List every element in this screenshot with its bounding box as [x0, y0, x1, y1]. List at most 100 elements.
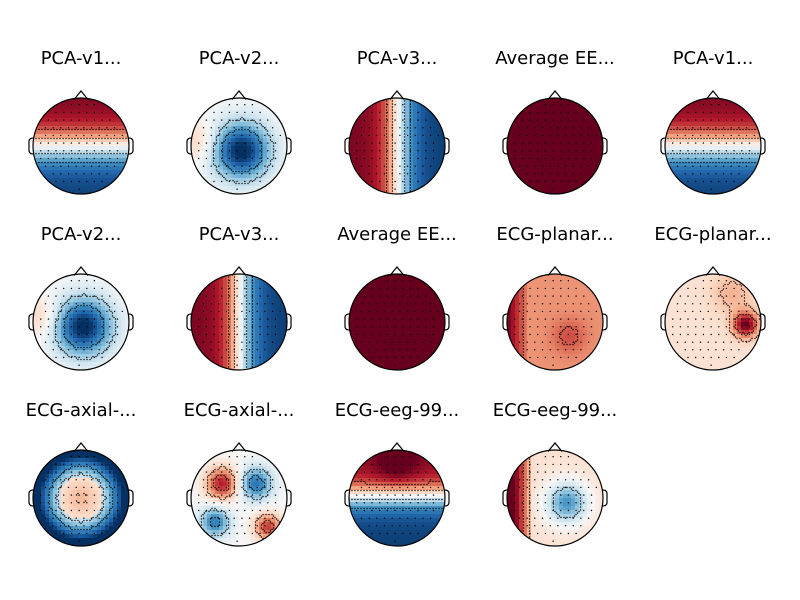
nose-outline: [705, 266, 721, 276]
topomap-title: PCA-v2...: [40, 224, 122, 245]
topomap-title: ECG-axial-...: [183, 400, 295, 421]
topomap-panel: PCA-v2...: [2, 224, 160, 394]
topomap-panel: PCA-v1...: [634, 48, 792, 218]
sensor-markers: [40, 280, 124, 366]
nose-outline: [73, 266, 89, 276]
sensor-markers: [514, 456, 597, 542]
nose-outline: [389, 266, 405, 276]
topomap-panel: PCA-v3...: [318, 48, 476, 218]
right-ear-outline: [128, 489, 134, 507]
head-outline: [502, 442, 608, 547]
sensor-markers: [356, 280, 439, 366]
topomap-head: [502, 266, 608, 371]
left-ear-outline: [344, 313, 350, 331]
topomap-contours: [33, 128, 127, 164]
topomap-panel: Average EE...: [476, 48, 634, 218]
right-ear-outline: [602, 137, 608, 155]
sensor-markers: [514, 104, 597, 190]
left-ear-outline: [28, 137, 34, 155]
topomap-contours: [227, 274, 254, 368]
topomap-panel: ECG-eeg-99...: [318, 400, 476, 570]
topomap-title: PCA-v3...: [198, 224, 280, 245]
left-ear-outline: [502, 489, 508, 507]
topomap-title: PCA-v1...: [40, 48, 122, 69]
right-ear-outline: [128, 137, 134, 155]
sensor-markers: [672, 104, 755, 190]
right-ear-outline: [444, 489, 450, 507]
topomap-contours: [212, 116, 275, 185]
topomap-panel: ECG-planar...: [634, 224, 792, 394]
topomap-title: Average EE...: [495, 48, 615, 69]
topomap-head: [186, 442, 292, 547]
topomap-panel: ECG-axial-...: [160, 400, 318, 570]
topomap-panel: PCA-v3...: [160, 224, 318, 394]
head-outline: [660, 90, 766, 195]
nose-outline: [389, 90, 405, 100]
topomap-contours: [48, 465, 114, 531]
topomap-head: [502, 90, 608, 195]
topomap-panel: ECG-eeg-99...: [476, 400, 634, 570]
topomap-panel: ECG-axial-...: [2, 400, 160, 570]
head-outline: [28, 442, 134, 547]
head-outline: [502, 266, 608, 371]
head-outline: [186, 442, 292, 547]
nose-outline: [231, 90, 247, 100]
topomap-head: [28, 90, 134, 195]
head-outline: [186, 90, 292, 195]
right-ear-outline: [128, 313, 134, 331]
right-ear-outline: [602, 313, 608, 331]
left-ear-outline: [660, 313, 666, 331]
right-ear-outline: [760, 313, 766, 331]
nose-outline: [705, 90, 721, 100]
head-outline: [344, 266, 450, 371]
topomap-panel: PCA-v1...: [2, 48, 160, 218]
topomap-head: [28, 442, 134, 547]
topomap-head: [344, 266, 450, 371]
topomap-head: [186, 266, 292, 371]
topomap-contours: [719, 280, 761, 343]
nose-outline: [231, 442, 247, 452]
sensor-markers: [672, 280, 755, 366]
sensor-markers: [40, 104, 124, 190]
topomap-head: [344, 90, 450, 195]
topomap-title: ECG-axial-...: [25, 400, 137, 421]
topomap-title: ECG-eeg-99...: [492, 400, 618, 421]
nose-outline: [231, 266, 247, 276]
topomap-title: PCA-v3...: [356, 48, 438, 69]
nose-outline: [547, 266, 563, 276]
sensor-markers: [198, 104, 281, 190]
nose-outline: [547, 90, 563, 100]
topomap-head: [344, 442, 450, 547]
sensor-markers: [198, 280, 281, 366]
head-outline: [502, 90, 608, 195]
topomap-title: PCA-v2...: [198, 48, 280, 69]
head-outline: [344, 442, 450, 547]
topomap-head: [660, 266, 766, 371]
left-ear-outline: [502, 137, 508, 155]
topomap-title: Average EE...: [337, 224, 457, 245]
topomap-contours: [665, 128, 759, 164]
topomap-contours: [385, 98, 412, 192]
topomap-field: [33, 274, 129, 370]
left-ear-outline: [186, 313, 192, 331]
left-ear-outline: [186, 489, 192, 507]
head-outline: [660, 266, 766, 371]
nose-outline: [389, 442, 405, 452]
right-ear-outline: [286, 489, 292, 507]
left-ear-outline: [28, 489, 34, 507]
topomap-contours: [349, 480, 443, 510]
head-outline: [28, 266, 134, 371]
right-ear-outline: [286, 137, 292, 155]
nose-outline: [73, 442, 89, 452]
topomap-head: [660, 90, 766, 195]
sensor-markers: [514, 280, 597, 366]
topomap-head: [28, 266, 134, 371]
left-ear-outline: [344, 489, 350, 507]
topomap-head: [186, 90, 292, 195]
right-ear-outline: [602, 489, 608, 507]
right-ear-outline: [444, 313, 450, 331]
head-outline: [186, 266, 292, 371]
topomap-contours: [522, 274, 579, 368]
topomap-contours: [200, 465, 281, 540]
left-ear-outline: [344, 137, 350, 155]
